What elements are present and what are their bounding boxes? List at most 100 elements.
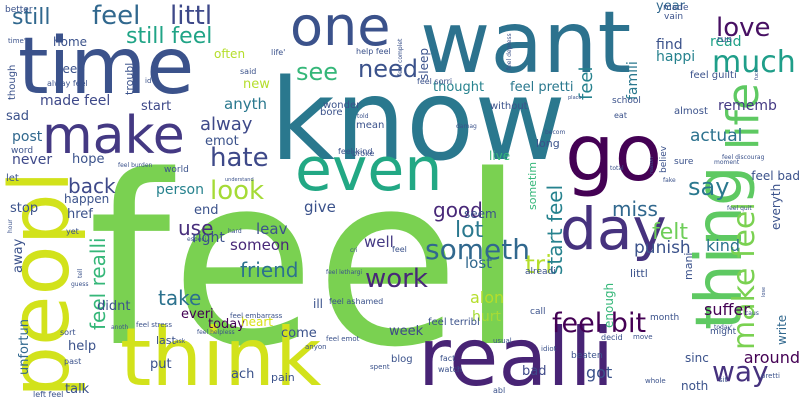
cloud-word: actual bbox=[690, 126, 743, 146]
cloud-word: year bbox=[656, 0, 686, 14]
cloud-word: someth bbox=[425, 233, 530, 266]
cloud-word: past bbox=[64, 357, 82, 366]
cloud-word: kind bbox=[706, 236, 741, 255]
cloud-word: school bbox=[612, 96, 641, 106]
cloud-word: damag bbox=[456, 123, 477, 130]
cloud-word: sure bbox=[674, 157, 694, 167]
cloud-word: hard bbox=[228, 228, 242, 235]
cloud-word: often bbox=[214, 47, 246, 61]
cloud-word: made feel bbox=[40, 93, 111, 109]
cloud-word: felt bbox=[652, 220, 689, 245]
cloud-word: right bbox=[192, 230, 225, 246]
cloud-word: pain bbox=[271, 371, 295, 384]
cloud-word: alway feel bbox=[47, 79, 88, 88]
cloud-word: back bbox=[68, 174, 116, 198]
cloud-word: feel ashamed bbox=[329, 297, 384, 306]
cloud-word: feel stress bbox=[136, 321, 172, 329]
cloud-word: fake bbox=[663, 177, 676, 184]
cloud-word: happi bbox=[656, 49, 696, 65]
cloud-word: find bbox=[656, 37, 683, 53]
cloud-word: alway bbox=[200, 114, 253, 135]
cloud-word: long bbox=[536, 137, 560, 150]
cloud-word: anoth bbox=[111, 324, 129, 331]
cloud-word: though bbox=[7, 64, 18, 100]
cloud-word: write bbox=[775, 314, 789, 345]
cloud-word: time bbox=[18, 22, 195, 112]
cloud-word: love bbox=[716, 13, 771, 43]
cloud-word: post bbox=[12, 129, 43, 145]
cloud-word: sit bbox=[719, 376, 728, 384]
cloud-word: everyth bbox=[769, 183, 783, 230]
cloud-word: live bbox=[489, 149, 511, 163]
cloud-word: unfortun bbox=[17, 319, 32, 375]
cloud-word: feel guilti bbox=[690, 70, 737, 81]
cloud-word: total bbox=[610, 165, 624, 172]
cloud-word: blog bbox=[391, 354, 413, 365]
cloud-word: wonder bbox=[323, 100, 361, 111]
cloud-word: friend bbox=[240, 258, 299, 282]
cloud-word: punish bbox=[634, 238, 691, 258]
cloud-word: eat bbox=[614, 111, 627, 120]
cloud-word: broke bbox=[352, 149, 375, 158]
cloud-word: keep bbox=[56, 62, 85, 76]
cloud-word: reason bbox=[649, 157, 655, 174]
cloud-word: word bbox=[11, 146, 34, 156]
cloud-word: day bbox=[560, 195, 667, 263]
cloud-word: got bbox=[586, 363, 613, 382]
cloud-word: didnt bbox=[97, 299, 131, 314]
cloud-word: littl bbox=[170, 1, 213, 31]
cloud-word: home bbox=[53, 35, 88, 49]
cloud-word: enough bbox=[602, 282, 616, 328]
cloud-word: famili bbox=[625, 61, 641, 100]
cloud-word: emot bbox=[205, 134, 239, 149]
cloud-word: href bbox=[67, 207, 93, 222]
cloud-word: idiot bbox=[541, 345, 557, 353]
cloud-word: well bbox=[364, 233, 394, 251]
cloud-word: place bbox=[568, 95, 582, 101]
cloud-word: becom bbox=[545, 129, 566, 136]
cloud-word: spent bbox=[370, 363, 390, 371]
cloud-word: suffer bbox=[704, 300, 750, 319]
cloud-word: run bbox=[717, 35, 733, 45]
cloud-word: life' bbox=[271, 48, 286, 57]
cloud-word: hurt bbox=[472, 309, 501, 325]
cloud-word: sleep bbox=[417, 48, 431, 80]
cloud-word: go bbox=[565, 109, 663, 199]
cloud-word: noth bbox=[681, 379, 709, 393]
cloud-word: never bbox=[12, 152, 53, 168]
cloud-word: almost bbox=[674, 106, 708, 117]
cloud-word: feel embarrass bbox=[230, 312, 283, 320]
cloud-word: feel realli bbox=[86, 237, 110, 330]
cloud-word: move bbox=[633, 333, 653, 341]
cloud-word: know bbox=[270, 56, 566, 186]
cloud-word: hate bbox=[210, 143, 269, 173]
cloud-word: call bbox=[530, 307, 546, 317]
cloud-word: understand bbox=[225, 177, 254, 183]
cloud-word: alon bbox=[470, 288, 505, 307]
cloud-word: give bbox=[304, 198, 336, 216]
cloud-word: vain bbox=[664, 12, 684, 22]
cloud-word: end bbox=[194, 203, 219, 218]
cloud-word: id bbox=[145, 77, 152, 85]
cloud-word: someon bbox=[230, 236, 290, 254]
cloud-word: feel emot bbox=[326, 335, 360, 343]
cloud-word: fact bbox=[440, 354, 456, 363]
cloud-word: feel terribl bbox=[428, 317, 480, 328]
cloud-word: said bbox=[240, 67, 257, 76]
cloud-word: feel complet bbox=[397, 38, 404, 76]
cloud-word: come bbox=[281, 326, 317, 341]
cloud-word: feel discourag bbox=[722, 154, 765, 161]
cloud-word: sad bbox=[6, 109, 29, 124]
cloud-word: beaten bbox=[571, 351, 603, 361]
cloud-word: littl bbox=[630, 267, 648, 280]
cloud-word: take bbox=[158, 286, 202, 310]
cloud-word: bore bbox=[320, 107, 343, 118]
cloud-word: thought bbox=[433, 80, 485, 95]
cloud-word: decid bbox=[601, 333, 623, 342]
cloud-word: anyth bbox=[224, 95, 267, 113]
cloud-word: help bbox=[68, 339, 97, 354]
cloud-word: look bbox=[210, 176, 265, 206]
cloud-word: stop bbox=[10, 201, 39, 216]
cloud-word: hour bbox=[7, 219, 14, 233]
cloud-word: told bbox=[357, 113, 369, 120]
